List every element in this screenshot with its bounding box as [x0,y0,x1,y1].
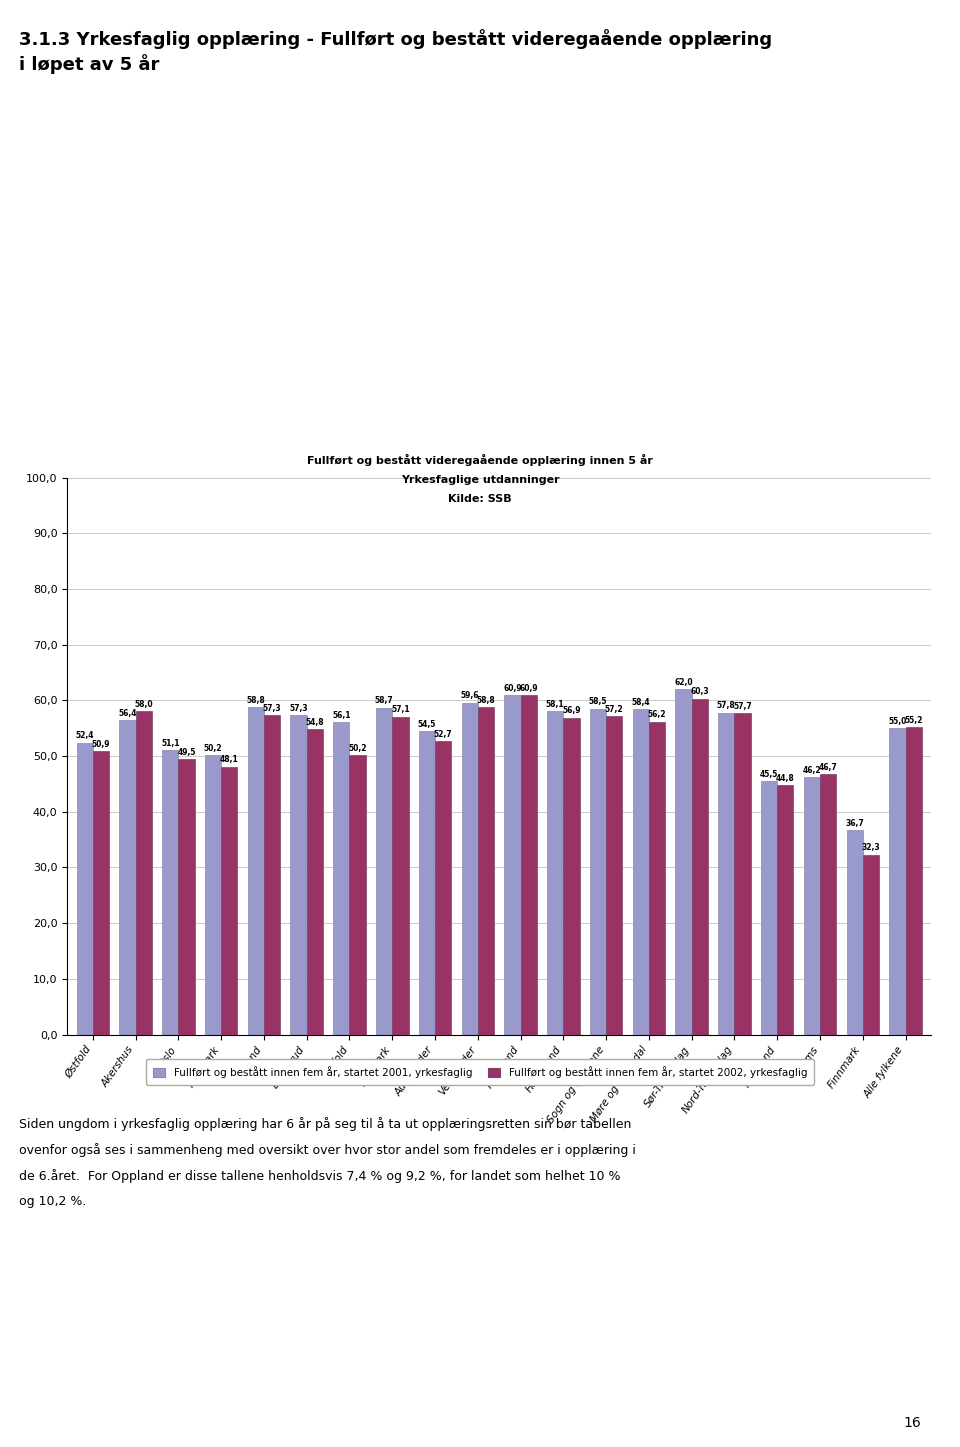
Bar [863,855,879,1035]
Text: 48,1: 48,1 [220,755,239,764]
Bar [204,755,221,1035]
Bar [905,726,922,1035]
Text: 62,0: 62,0 [674,679,693,687]
Text: 60,9: 60,9 [519,684,538,693]
Text: 56,2: 56,2 [648,710,666,719]
Text: 58,1: 58,1 [546,700,564,709]
Bar [606,716,622,1035]
Text: 56,9: 56,9 [563,706,581,715]
Bar [264,715,280,1035]
Text: 50,2: 50,2 [348,744,367,752]
Text: 46,2: 46,2 [803,765,821,776]
Bar [734,713,751,1035]
Bar [93,751,109,1035]
Text: 58,8: 58,8 [476,696,495,705]
Text: Kilde: SSB: Kilde: SSB [448,493,512,504]
Bar [135,712,152,1035]
Bar [393,716,409,1035]
Text: 58,5: 58,5 [588,697,608,706]
Bar [504,696,520,1035]
Bar [162,750,179,1035]
Bar [419,731,435,1035]
Bar [307,729,323,1035]
Text: 44,8: 44,8 [776,774,795,783]
Text: 58,0: 58,0 [134,700,153,709]
Bar [691,699,708,1035]
Bar [547,710,564,1035]
Bar [778,786,794,1035]
Text: 55,0: 55,0 [888,716,906,726]
Bar [847,831,863,1035]
Bar [349,755,366,1035]
Bar [435,741,451,1035]
Bar [761,781,778,1035]
Bar [633,709,649,1035]
Text: Yrkesfaglige utdanninger: Yrkesfaglige utdanninger [400,475,560,485]
Text: Fullført og bestått videregaående opplæring innen 5 år: Fullført og bestått videregaående opplær… [307,454,653,466]
Bar [119,721,135,1035]
Text: 60,9: 60,9 [503,684,522,693]
Text: 56,1: 56,1 [332,710,350,719]
Bar [649,722,665,1035]
Text: 57,3: 57,3 [289,705,308,713]
Text: 49,5: 49,5 [178,748,196,757]
Text: 3.1.3 Yrkesfaglig opplæring - Fullført og bestått videregaående opplæring: 3.1.3 Yrkesfaglig opplæring - Fullført o… [19,29,773,49]
Text: 56,4: 56,4 [118,709,136,718]
Text: 58,8: 58,8 [247,696,265,705]
Text: 50,9: 50,9 [92,739,110,748]
Text: 36,7: 36,7 [845,819,864,828]
Bar [589,709,606,1035]
Bar [221,767,237,1035]
Bar [564,718,580,1035]
Legend: Fullført og bestått innen fem år, startet 2001, yrkesfaglig, Fullført og bestått: Fullført og bestått innen fem år, starte… [146,1059,814,1085]
Bar [77,742,93,1035]
Text: 54,5: 54,5 [418,719,436,729]
Bar [333,722,349,1035]
Text: 55,2: 55,2 [904,716,923,725]
Text: 59,6: 59,6 [461,692,479,700]
Bar [718,712,734,1035]
Bar [179,758,195,1035]
Text: 57,1: 57,1 [391,705,410,715]
Bar [676,689,691,1035]
Bar [462,703,478,1035]
Bar [376,708,393,1035]
Bar [820,774,836,1035]
Text: 54,8: 54,8 [305,718,324,726]
Text: 46,7: 46,7 [819,763,837,773]
Text: 51,1: 51,1 [161,739,180,748]
Text: ovenfor også ses i sammenheng med oversikt over hvor stor andel som fremdeles er: ovenfor også ses i sammenheng med oversi… [19,1143,636,1158]
Text: 57,8: 57,8 [717,702,735,710]
Text: 45,5: 45,5 [760,770,779,778]
Text: i løpet av 5 år: i løpet av 5 år [19,54,159,74]
Text: de 6.året.  For Oppland er disse tallene henholdsvis 7,4 % og 9,2 %, for landet : de 6.året. For Oppland er disse tallene … [19,1169,621,1184]
Text: 52,7: 52,7 [434,729,452,739]
Text: og 10,2 %.: og 10,2 %. [19,1195,86,1208]
Text: 57,2: 57,2 [605,705,624,713]
Text: 52,4: 52,4 [76,732,94,741]
Bar [478,708,494,1035]
Text: 57,7: 57,7 [733,702,752,710]
Bar [520,696,537,1035]
Text: 57,3: 57,3 [263,705,281,713]
Bar [889,728,905,1035]
Text: Siden ungdom i yrkesfaglig opplæring har 6 år på seg til å ta ut opplæringsrette: Siden ungdom i yrkesfaglig opplæring har… [19,1117,632,1132]
Bar [804,777,820,1035]
Text: 58,7: 58,7 [374,696,394,705]
Text: 16: 16 [903,1415,921,1430]
Text: 32,3: 32,3 [861,844,880,852]
Bar [248,708,264,1035]
Bar [291,715,307,1035]
Text: 60,3: 60,3 [690,687,709,696]
Text: 58,4: 58,4 [632,697,650,708]
Text: 50,2: 50,2 [204,744,223,752]
